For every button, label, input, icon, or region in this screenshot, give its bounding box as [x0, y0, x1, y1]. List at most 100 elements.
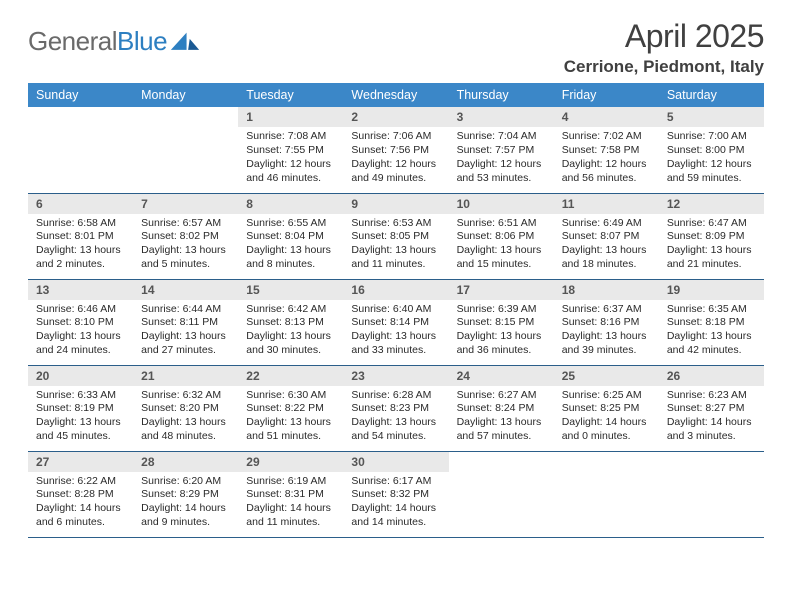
calendar-cell: 5Sunrise: 7:00 AMSunset: 8:00 PMDaylight… [659, 107, 764, 193]
day-number: 29 [238, 452, 343, 472]
day-number: 13 [28, 280, 133, 300]
calendar-cell: 24Sunrise: 6:27 AMSunset: 8:24 PMDayligh… [449, 365, 554, 451]
calendar-cell: 17Sunrise: 6:39 AMSunset: 8:15 PMDayligh… [449, 279, 554, 365]
day-details: Sunrise: 6:44 AMSunset: 8:11 PMDaylight:… [133, 300, 238, 362]
day-details: Sunrise: 6:53 AMSunset: 8:05 PMDaylight:… [343, 214, 448, 276]
day-number: 28 [133, 452, 238, 472]
day-number: 26 [659, 366, 764, 386]
day-details: Sunrise: 6:40 AMSunset: 8:14 PMDaylight:… [343, 300, 448, 362]
day-details: Sunrise: 6:23 AMSunset: 8:27 PMDaylight:… [659, 386, 764, 448]
day-number: 17 [449, 280, 554, 300]
calendar-cell: 27Sunrise: 6:22 AMSunset: 8:28 PMDayligh… [28, 451, 133, 537]
day-details: Sunrise: 6:49 AMSunset: 8:07 PMDaylight:… [554, 214, 659, 276]
calendar-cell [133, 107, 238, 193]
weekday-header: Monday [133, 83, 238, 107]
day-details: Sunrise: 6:22 AMSunset: 8:28 PMDaylight:… [28, 472, 133, 534]
day-number: 6 [28, 194, 133, 214]
calendar-cell [554, 451, 659, 537]
day-number: 19 [659, 280, 764, 300]
calendar-cell: 12Sunrise: 6:47 AMSunset: 8:09 PMDayligh… [659, 193, 764, 279]
day-number: 24 [449, 366, 554, 386]
weekday-header: Thursday [449, 83, 554, 107]
calendar-cell: 15Sunrise: 6:42 AMSunset: 8:13 PMDayligh… [238, 279, 343, 365]
calendar-cell: 14Sunrise: 6:44 AMSunset: 8:11 PMDayligh… [133, 279, 238, 365]
calendar-cell: 1Sunrise: 7:08 AMSunset: 7:55 PMDaylight… [238, 107, 343, 193]
calendar-cell: 28Sunrise: 6:20 AMSunset: 8:29 PMDayligh… [133, 451, 238, 537]
day-details: Sunrise: 6:55 AMSunset: 8:04 PMDaylight:… [238, 214, 343, 276]
calendar-week: 6Sunrise: 6:58 AMSunset: 8:01 PMDaylight… [28, 193, 764, 279]
calendar-cell: 2Sunrise: 7:06 AMSunset: 7:56 PMDaylight… [343, 107, 448, 193]
page: GeneralBlue April 2025 Cerrione, Piedmon… [0, 0, 792, 548]
calendar-cell [28, 107, 133, 193]
day-number: 25 [554, 366, 659, 386]
day-number: 7 [133, 194, 238, 214]
day-details: Sunrise: 6:58 AMSunset: 8:01 PMDaylight:… [28, 214, 133, 276]
day-details: Sunrise: 6:20 AMSunset: 8:29 PMDaylight:… [133, 472, 238, 534]
day-number: 20 [28, 366, 133, 386]
calendar-cell [449, 451, 554, 537]
day-details: Sunrise: 6:46 AMSunset: 8:10 PMDaylight:… [28, 300, 133, 362]
month-title: April 2025 [564, 18, 764, 55]
calendar-cell: 9Sunrise: 6:53 AMSunset: 8:05 PMDaylight… [343, 193, 448, 279]
calendar-cell: 11Sunrise: 6:49 AMSunset: 8:07 PMDayligh… [554, 193, 659, 279]
calendar-head: SundayMondayTuesdayWednesdayThursdayFrid… [28, 83, 764, 107]
calendar-cell: 22Sunrise: 6:30 AMSunset: 8:22 PMDayligh… [238, 365, 343, 451]
logo-word-1: General [28, 26, 117, 56]
day-details: Sunrise: 6:25 AMSunset: 8:25 PMDaylight:… [554, 386, 659, 448]
day-details: Sunrise: 6:51 AMSunset: 8:06 PMDaylight:… [449, 214, 554, 276]
day-details: Sunrise: 6:35 AMSunset: 8:18 PMDaylight:… [659, 300, 764, 362]
calendar-cell: 20Sunrise: 6:33 AMSunset: 8:19 PMDayligh… [28, 365, 133, 451]
day-number: 3 [449, 107, 554, 127]
day-details: Sunrise: 6:57 AMSunset: 8:02 PMDaylight:… [133, 214, 238, 276]
calendar-cell: 19Sunrise: 6:35 AMSunset: 8:18 PMDayligh… [659, 279, 764, 365]
day-number: 21 [133, 366, 238, 386]
day-number: 9 [343, 194, 448, 214]
day-number: 15 [238, 280, 343, 300]
calendar-week: 27Sunrise: 6:22 AMSunset: 8:28 PMDayligh… [28, 451, 764, 537]
calendar-week: 20Sunrise: 6:33 AMSunset: 8:19 PMDayligh… [28, 365, 764, 451]
weekday-row: SundayMondayTuesdayWednesdayThursdayFrid… [28, 83, 764, 107]
calendar-cell: 8Sunrise: 6:55 AMSunset: 8:04 PMDaylight… [238, 193, 343, 279]
day-details: Sunrise: 7:08 AMSunset: 7:55 PMDaylight:… [238, 127, 343, 189]
day-number: 4 [554, 107, 659, 127]
day-number: 11 [554, 194, 659, 214]
logo-word-2: Blue [117, 26, 167, 56]
calendar-cell: 16Sunrise: 6:40 AMSunset: 8:14 PMDayligh… [343, 279, 448, 365]
calendar-cell: 6Sunrise: 6:58 AMSunset: 8:01 PMDaylight… [28, 193, 133, 279]
day-details: Sunrise: 6:32 AMSunset: 8:20 PMDaylight:… [133, 386, 238, 448]
day-number: 5 [659, 107, 764, 127]
day-details: Sunrise: 6:33 AMSunset: 8:19 PMDaylight:… [28, 386, 133, 448]
day-number: 14 [133, 280, 238, 300]
day-details: Sunrise: 6:28 AMSunset: 8:23 PMDaylight:… [343, 386, 448, 448]
calendar-cell [659, 451, 764, 537]
day-number: 23 [343, 366, 448, 386]
day-details: Sunrise: 6:17 AMSunset: 8:32 PMDaylight:… [343, 472, 448, 534]
day-number: 30 [343, 452, 448, 472]
day-details: Sunrise: 6:42 AMSunset: 8:13 PMDaylight:… [238, 300, 343, 362]
day-number: 18 [554, 280, 659, 300]
day-details: Sunrise: 6:19 AMSunset: 8:31 PMDaylight:… [238, 472, 343, 534]
header-row: GeneralBlue April 2025 Cerrione, Piedmon… [28, 18, 764, 77]
logo-sail-icon [169, 31, 201, 53]
calendar-cell: 3Sunrise: 7:04 AMSunset: 7:57 PMDaylight… [449, 107, 554, 193]
calendar-cell: 4Sunrise: 7:02 AMSunset: 7:58 PMDaylight… [554, 107, 659, 193]
day-details: Sunrise: 6:39 AMSunset: 8:15 PMDaylight:… [449, 300, 554, 362]
day-details: Sunrise: 6:30 AMSunset: 8:22 PMDaylight:… [238, 386, 343, 448]
logo: GeneralBlue [28, 26, 201, 57]
day-details: Sunrise: 7:00 AMSunset: 8:00 PMDaylight:… [659, 127, 764, 189]
day-number: 8 [238, 194, 343, 214]
calendar-week: 13Sunrise: 6:46 AMSunset: 8:10 PMDayligh… [28, 279, 764, 365]
weekday-header: Wednesday [343, 83, 448, 107]
calendar-week: 1Sunrise: 7:08 AMSunset: 7:55 PMDaylight… [28, 107, 764, 193]
day-number: 12 [659, 194, 764, 214]
calendar-cell: 13Sunrise: 6:46 AMSunset: 8:10 PMDayligh… [28, 279, 133, 365]
weekday-header: Friday [554, 83, 659, 107]
weekday-header: Tuesday [238, 83, 343, 107]
day-details: Sunrise: 6:27 AMSunset: 8:24 PMDaylight:… [449, 386, 554, 448]
calendar-cell: 7Sunrise: 6:57 AMSunset: 8:02 PMDaylight… [133, 193, 238, 279]
calendar-cell: 10Sunrise: 6:51 AMSunset: 8:06 PMDayligh… [449, 193, 554, 279]
day-details: Sunrise: 7:04 AMSunset: 7:57 PMDaylight:… [449, 127, 554, 189]
calendar-cell: 29Sunrise: 6:19 AMSunset: 8:31 PMDayligh… [238, 451, 343, 537]
calendar-cell: 26Sunrise: 6:23 AMSunset: 8:27 PMDayligh… [659, 365, 764, 451]
heading: April 2025 Cerrione, Piedmont, Italy [564, 18, 764, 77]
